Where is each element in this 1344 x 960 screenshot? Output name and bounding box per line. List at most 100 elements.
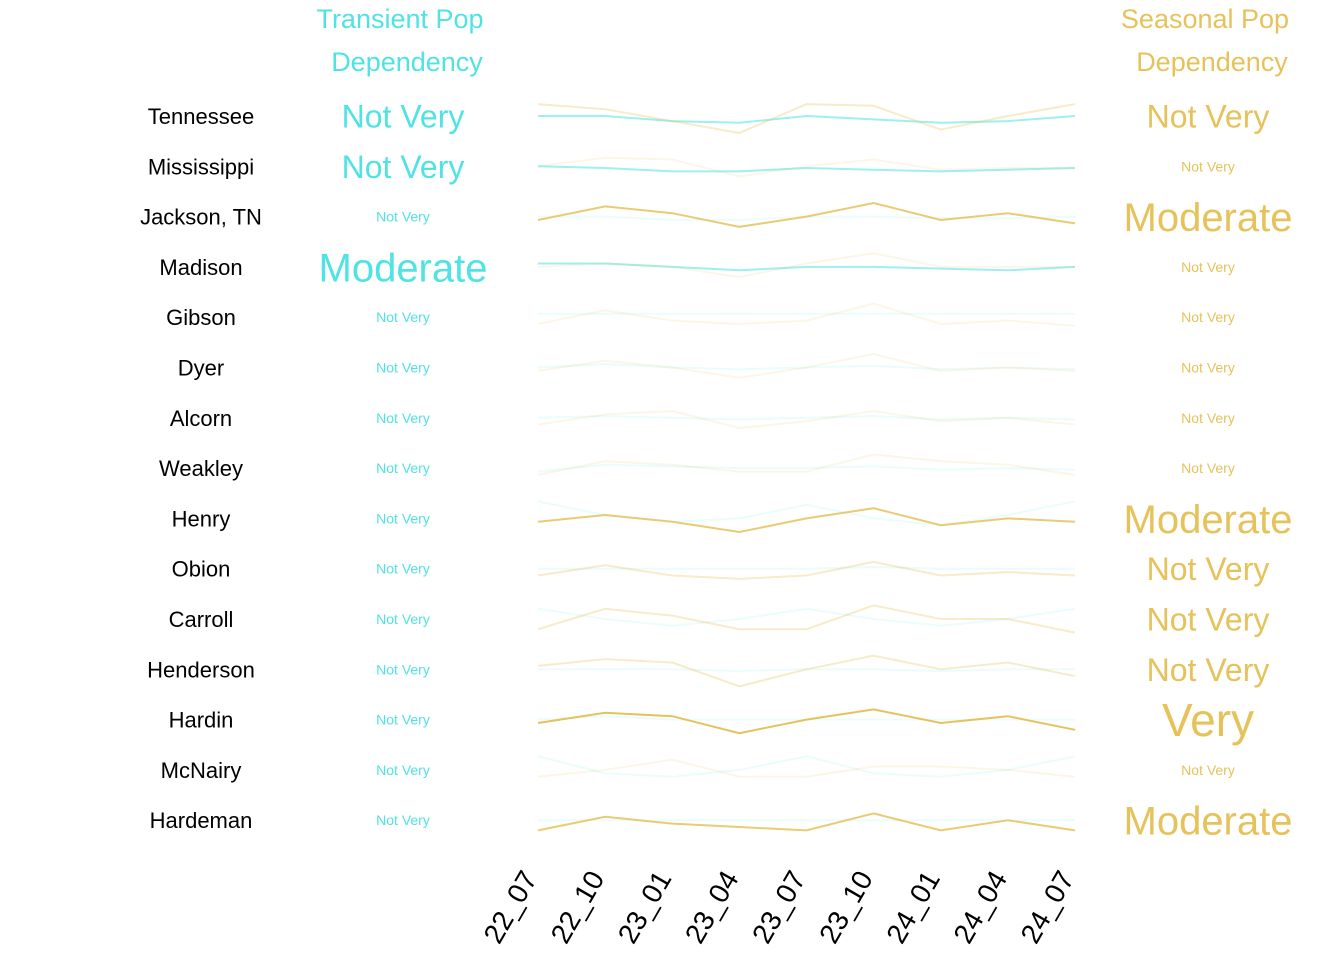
region-name: Mississippi [148, 154, 254, 179]
seasonal-level-label: Not Very [1181, 158, 1235, 174]
seasonal-header-line2: Dependency [1136, 47, 1288, 77]
seasonal-level-label: Not Very [1181, 309, 1235, 325]
region-row: Jackson, TN Not Very Moderate [140, 196, 1292, 240]
region-row: Henderson Not Very Not Very [147, 652, 1269, 688]
region-name: Obion [172, 557, 231, 582]
region-name: Henderson [147, 657, 255, 682]
transient-series-line [537, 165, 1076, 173]
seasonal-level-label: Very [1162, 694, 1254, 746]
region-name: Dyer [178, 356, 224, 381]
region-rows: Tennessee Not Very Not Very Mississippi Not … [140, 99, 1292, 844]
seasonal-level-label: Moderate [1124, 800, 1293, 844]
transient-level-label: Not Very [376, 209, 430, 225]
region-name: Hardin [169, 708, 234, 733]
region-row: Carroll Not Very Not Very [169, 602, 1270, 638]
seasonal-level-label: Not Very [1181, 460, 1235, 476]
region-name: Hardeman [150, 808, 253, 833]
transient-series-line [537, 755, 1076, 778]
region-name: McNairy [161, 758, 242, 783]
region-row: Tennessee Not Very Not Very [148, 99, 1270, 135]
seasonal-level-label: Not Very [1147, 551, 1270, 587]
region-name: Alcorn [170, 406, 232, 431]
region-row: Hardeman Not Very Moderate [150, 800, 1293, 844]
transient-level-label: Not Very [376, 510, 430, 526]
transient-series-line [538, 114, 1076, 124]
seasonal-level-label: Moderate [1124, 196, 1293, 240]
region-name: Weakley [159, 456, 243, 481]
region-row: Alcorn Not Very Not Very [170, 406, 1235, 431]
transient-level-label: Not Very [376, 712, 430, 728]
seasonal-series-line [537, 103, 1076, 135]
region-row: Madison Moderate Not Very [159, 246, 1234, 290]
region-row: Mississippi Not Very Not Very [148, 149, 1235, 185]
x-axis: 22_07 22_10 23_01 23_04 23_07 23_10 24_01 24_04… [477, 866, 1080, 949]
region-row: Weakley Not Very Not Very [159, 453, 1235, 481]
seasonal-level-label: Not Very [1181, 259, 1235, 275]
x-tick-label: 23_04 [679, 866, 745, 949]
transient-level-label: Not Very [342, 149, 465, 185]
seasonal-level-label: Not Very [1181, 360, 1235, 376]
transient-series-line [538, 668, 1075, 673]
seasonal-level-label: Not Very [1147, 652, 1270, 688]
seasonal-series-line [537, 708, 1076, 735]
region-name: Gibson [166, 305, 236, 330]
region-name: Henry [172, 506, 231, 531]
transient-header-line1: Transient Pop [316, 4, 483, 34]
seasonal-header-line1: Seasonal Pop [1121, 4, 1289, 34]
seasonal-series-line [537, 812, 1076, 832]
region-row: Henry Not Very Moderate [172, 498, 1293, 542]
transient-series-line [537, 363, 1076, 371]
transient-level-label: Not Very [376, 561, 430, 577]
transient-series-line [537, 607, 1076, 627]
seasonal-series-line [537, 758, 1076, 778]
region-row: Gibson Not Very Not Very [166, 302, 1235, 330]
transient-level-label: Not Very [376, 410, 430, 426]
region-row: McNairy Not Very Not Very [161, 755, 1235, 783]
transient-series-line [538, 565, 1075, 570]
column-headers: Transient Pop Dependency Seasonal Pop De… [316, 4, 1289, 77]
region-row: Hardin Not Very Very [169, 694, 1254, 746]
seasonal-series-line [537, 252, 1075, 279]
region-row: Obion Not Very Not Very [172, 551, 1270, 587]
transient-level-label: Not Very [376, 812, 430, 828]
transient-series-line [537, 463, 1076, 473]
transient-level-label: Not Very [376, 460, 430, 476]
x-tick-label: 24_04 [947, 866, 1013, 949]
region-name: Carroll [169, 607, 234, 632]
x-tick-label: 24_07 [1014, 866, 1080, 949]
region-name: Jackson, TN [140, 205, 262, 230]
transient-level-label: Not Very [376, 360, 430, 376]
region-name: Tennessee [148, 104, 254, 129]
x-tick-label: 23_10 [813, 866, 879, 949]
seasonal-series-line [537, 302, 1076, 327]
transient-header-line2: Dependency [331, 47, 483, 77]
x-tick-label: 24_01 [880, 866, 946, 949]
transient-level-label: Not Very [376, 762, 430, 778]
transient-level-label: Not Very [376, 309, 430, 325]
seasonal-level-label: Not Very [1147, 602, 1270, 638]
seasonal-level-label: Not Very [1181, 410, 1235, 426]
seasonal-series-line [537, 201, 1076, 228]
seasonal-series-line [537, 156, 1075, 178]
seasonal-series-line [537, 409, 1076, 430]
x-tick-label: 23_07 [746, 866, 812, 949]
seasonal-series-line [537, 352, 1076, 379]
seasonal-series-line [537, 560, 1076, 580]
transient-level-label: Moderate [319, 246, 488, 290]
seasonal-level-label: Moderate [1124, 498, 1293, 542]
x-tick-label: 22_10 [545, 866, 611, 949]
seasonal-series-line [537, 654, 1076, 688]
seasonal-series-line [537, 507, 1076, 534]
seasonal-series-line [537, 453, 1076, 476]
transient-series-line [538, 262, 1076, 272]
region-name: Madison [159, 255, 242, 280]
seasonal-series-line [537, 604, 1076, 634]
seasonal-level-label: Not Very [1181, 762, 1235, 778]
transient-level-label: Not Very [376, 611, 430, 627]
region-row: Dyer Not Very Not Very [178, 352, 1235, 381]
transient-level-label: Not Very [342, 99, 465, 135]
x-tick-label: 23_01 [612, 866, 678, 949]
x-tick-label: 22_07 [477, 866, 543, 949]
transient-series-line [537, 415, 1076, 421]
